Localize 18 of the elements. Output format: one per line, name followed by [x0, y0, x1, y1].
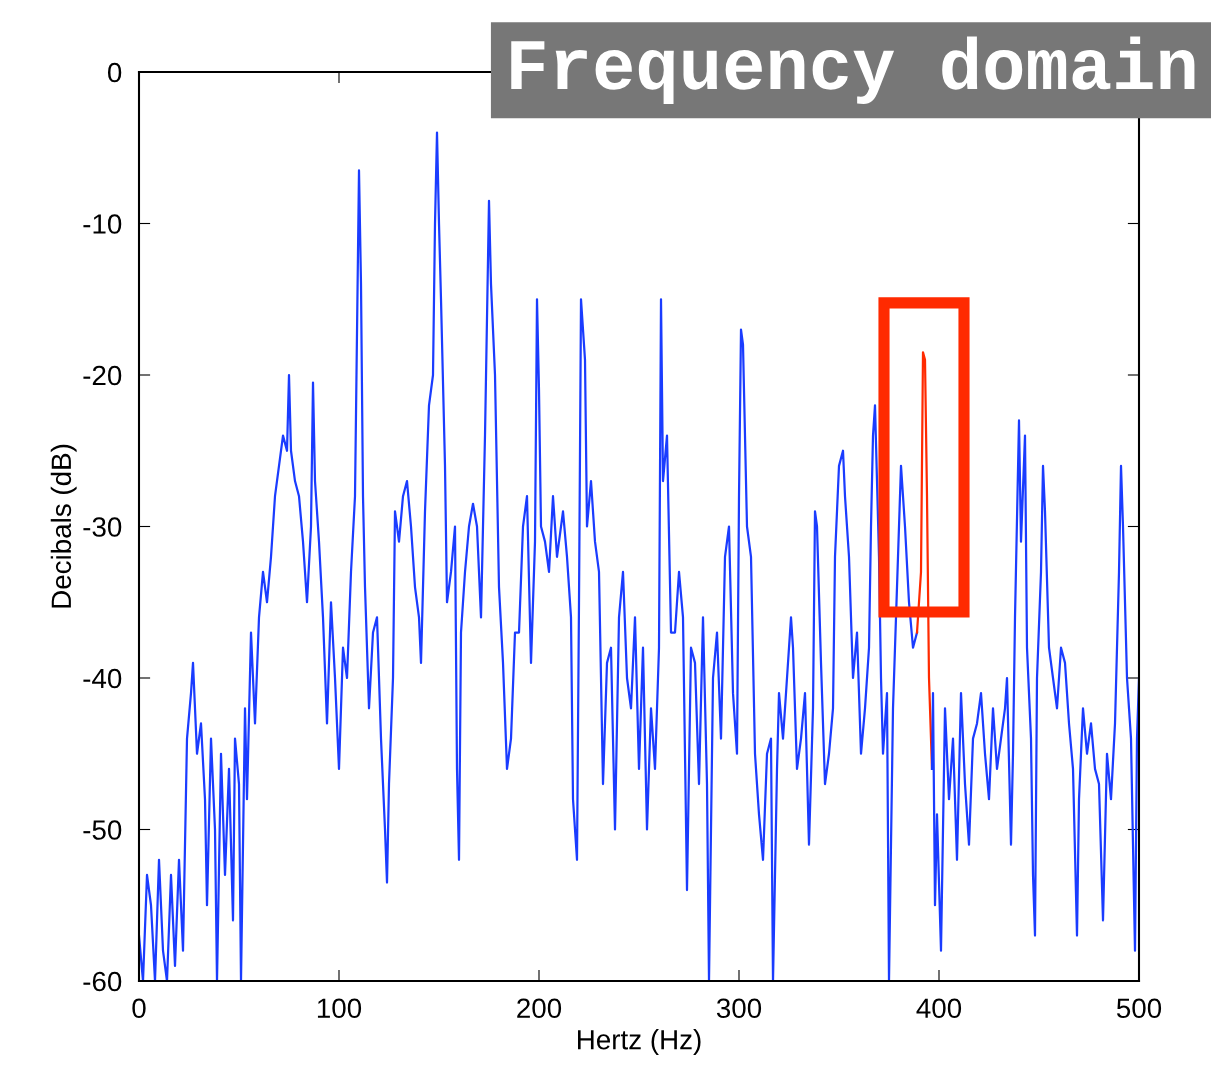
x-tick-label: 200	[517, 998, 562, 1019]
y-tick-label: -10	[83, 214, 122, 234]
x-tick-label: 500	[1116, 998, 1162, 1019]
y-tick-label: -30	[83, 517, 122, 537]
x-tick-label: 100	[317, 998, 362, 1019]
x-tick-label: 300	[716, 998, 762, 1019]
chart-title: Frequency domain	[511, 36, 1195, 104]
y-axis-title: Decibals (dB)	[50, 444, 77, 608]
x-tick-label: 0	[132, 998, 146, 1019]
y-tick-label: -60	[83, 971, 122, 992]
x-tick-label: 400	[916, 998, 962, 1019]
line-series	[930, 419, 1139, 952]
y-tick-label: -20	[83, 365, 122, 386]
y-tick-label: -40	[83, 668, 122, 689]
line-series	[139, 131, 919, 981]
y-tick-label: -50	[83, 820, 122, 840]
y-tick-label: 0	[107, 62, 122, 83]
x-axis-title: Hertz (Hz)	[578, 1029, 701, 1055]
